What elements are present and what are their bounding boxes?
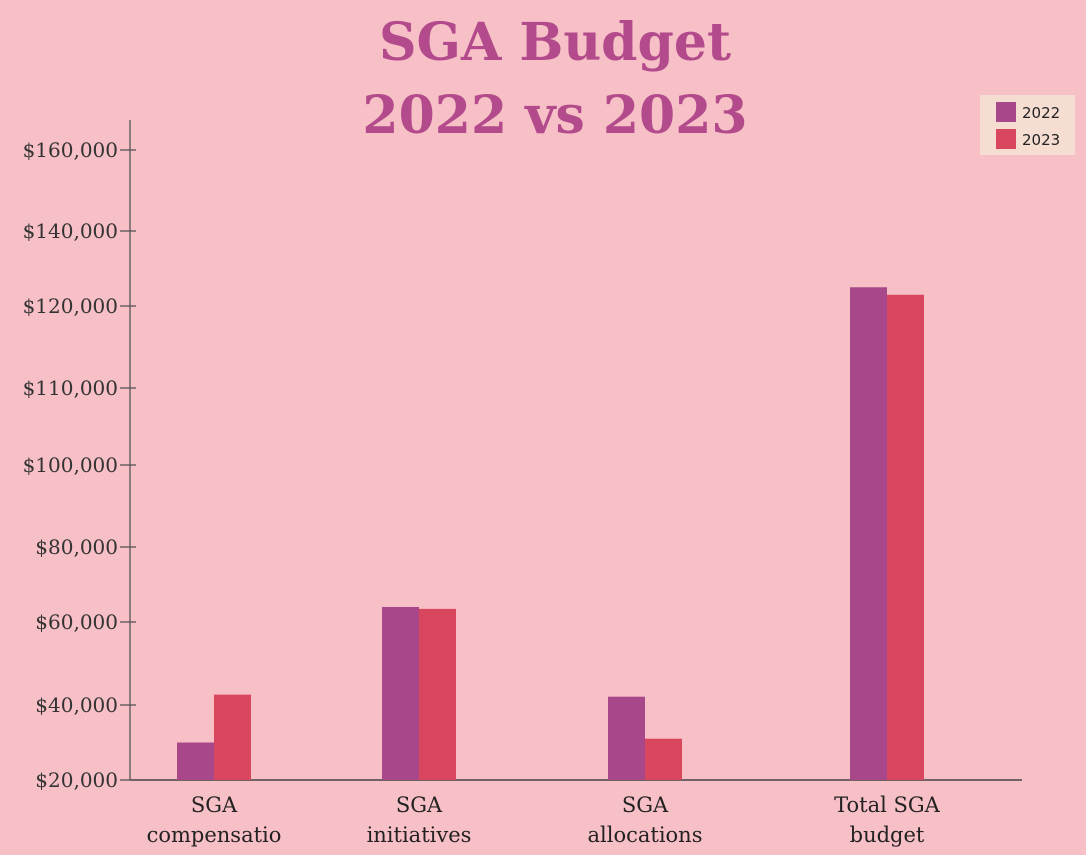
bar-2022-2: [608, 696, 645, 780]
y-tick-label: $120,000: [23, 294, 118, 318]
x-tick-label: allocations: [588, 823, 703, 847]
chart-title-line-1: SGA Budget: [379, 12, 731, 73]
x-tick-label: SGA: [622, 793, 669, 817]
y-tick-label: $20,000: [35, 768, 118, 792]
legend-label-2022: 2022: [1022, 104, 1060, 122]
bar-2022-0: [177, 742, 214, 780]
y-tick-label: $160,000: [23, 138, 118, 162]
legend: 2022 2023: [980, 95, 1075, 155]
bar-2023-0: [214, 694, 251, 780]
y-tick-label: $110,000: [23, 376, 118, 400]
chart-title: SGA Budget 2022 vs 2023: [362, 12, 747, 146]
x-tick-label: Total SGA: [834, 793, 941, 817]
x-tick-label: compensatio: [147, 823, 282, 847]
y-tick-label: $60,000: [35, 610, 118, 634]
y-tick-label: $140,000: [23, 219, 118, 243]
bar-2022-1: [382, 607, 419, 780]
bars: [177, 287, 924, 780]
bar-2023-2: [645, 738, 682, 780]
x-tick-label: SGA: [396, 793, 443, 817]
legend-swatch-2023: [996, 129, 1016, 149]
category-labels: SGA compensatio SGA initiatives SGA allocatio…: [147, 793, 941, 847]
y-tick-label: $80,000: [35, 535, 118, 559]
chart-title-line-2: 2022 vs 2023: [362, 85, 747, 146]
legend-swatch-2022: [996, 102, 1016, 122]
legend-label-2023: 2023: [1022, 131, 1060, 149]
x-tick-label: SGA: [191, 793, 238, 817]
legend-box: [980, 95, 1075, 155]
bar-2023-3: [887, 294, 924, 780]
bar-2022-3: [850, 287, 887, 780]
x-tick-label: budget: [850, 823, 925, 847]
axes: $20,000 $40,000 $60,000 $80,000 $100,000 $110…: [23, 120, 1022, 792]
y-tick-label: $40,000: [35, 693, 118, 717]
bar-2023-1: [419, 608, 456, 780]
x-tick-label: initiatives: [367, 823, 472, 847]
y-tick-label: $100,000: [23, 453, 118, 477]
